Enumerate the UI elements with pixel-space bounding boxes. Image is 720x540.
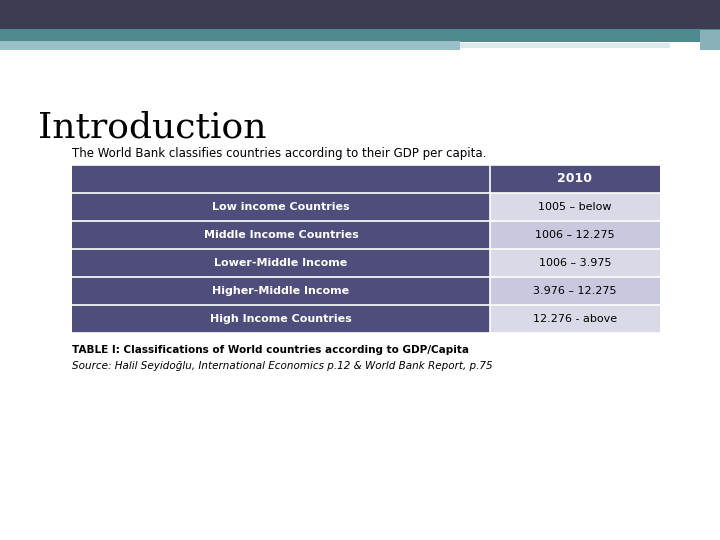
- Text: 1006 – 12.275: 1006 – 12.275: [535, 230, 615, 240]
- Text: Source: Halil Seyidoğlu, International Economics p.12 & World Bank Report, p.75: Source: Halil Seyidoğlu, International E…: [72, 361, 492, 371]
- Bar: [72, 305, 490, 333]
- Bar: [72, 249, 490, 277]
- Text: 12.276 - above: 12.276 - above: [533, 314, 617, 324]
- Text: The World Bank classifies countries according to their GDP per capita.: The World Bank classifies countries acco…: [72, 147, 487, 160]
- Bar: [490, 193, 660, 221]
- Text: 1006 – 3.975: 1006 – 3.975: [539, 258, 611, 268]
- Text: TABLE I: Classifications of World countries according to GDP/Capita: TABLE I: Classifications of World countr…: [72, 345, 469, 355]
- Bar: [490, 277, 660, 305]
- Text: Middle Income Countries: Middle Income Countries: [204, 230, 359, 240]
- Text: High Income Countries: High Income Countries: [210, 314, 352, 324]
- Bar: [490, 305, 660, 333]
- Bar: [490, 221, 660, 249]
- Text: Introduction: Introduction: [38, 110, 266, 144]
- Bar: [0, 0, 720, 30]
- Text: 3.976 – 12.275: 3.976 – 12.275: [534, 286, 617, 296]
- Text: Low income Countries: Low income Countries: [212, 202, 350, 212]
- Text: Higher-Middle Income: Higher-Middle Income: [212, 286, 350, 296]
- Bar: [72, 165, 490, 193]
- Text: Lower-Middle Income: Lower-Middle Income: [215, 258, 348, 268]
- Bar: [72, 277, 490, 305]
- Text: 1005 – below: 1005 – below: [539, 202, 612, 212]
- Bar: [0, 41, 460, 50]
- Bar: [72, 221, 490, 249]
- Bar: [72, 193, 490, 221]
- Bar: [490, 165, 660, 193]
- Bar: [460, 43, 670, 48]
- Bar: [490, 249, 660, 277]
- Bar: [700, 30, 720, 50]
- Text: 2010: 2010: [557, 172, 593, 186]
- Bar: [0, 29, 720, 42]
